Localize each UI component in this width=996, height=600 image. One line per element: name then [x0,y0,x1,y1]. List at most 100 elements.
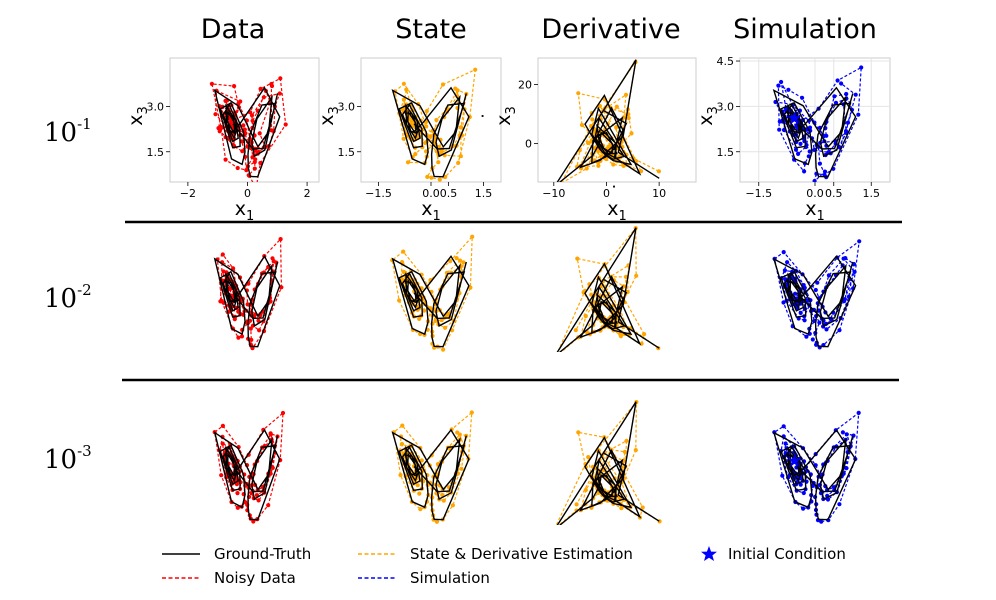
series-group [772,239,862,350]
series-line-ground-truth [391,86,470,178]
data-point [793,147,799,152]
data-point [622,449,628,454]
series-group [209,76,288,182]
data-point [220,252,225,257]
data-point [446,312,451,317]
data-point [458,125,464,130]
data-point [807,149,812,154]
data-point [812,178,817,182]
y-tick-label: 1.5 [717,146,735,159]
data-point [235,491,240,496]
data-point [779,79,784,85]
data-point [257,328,262,333]
data-point [277,91,282,96]
data-point [458,258,463,263]
data-point [611,162,616,167]
data-point [448,259,453,264]
x-axis-label-dot: ˙ [609,183,619,205]
data-point [813,287,818,293]
data-point [221,269,226,274]
data-point [596,163,601,168]
panel-state-row1: −1.5 0.0 0.5 1.5 1.5 3.0 x1 x3 [316,57,502,224]
data-point [239,139,244,144]
series-group [556,59,662,182]
data-point [453,86,458,91]
data-point [424,124,429,129]
data-point [257,131,262,136]
data-point [219,473,224,478]
data-point [245,302,250,307]
data-point [417,491,422,496]
data-point [231,266,236,271]
series-group [390,234,475,352]
data-point [270,256,275,261]
data-point [642,332,647,337]
data-point [434,117,439,123]
data-point [401,97,406,102]
data-point [450,503,455,508]
x-tick-label: −1.5 [365,187,392,200]
panel-derivative-row2 [553,226,661,359]
x-tick-label: 10 [652,187,666,200]
y-tick-label: 3.0 [338,100,356,113]
data-point [824,133,829,138]
data-point [798,482,803,487]
data-point [852,269,857,274]
data-point [576,91,581,96]
series-line-state [394,68,476,181]
data-point [844,91,849,97]
data-point [853,92,858,97]
x-tick-label: −2 [180,187,196,200]
data-point [441,347,446,352]
panel-state-row2 [390,234,475,352]
data-point [278,237,283,242]
data-point [415,483,420,488]
row-label-noise-1: 10-1 [44,115,92,148]
data-point [574,502,579,507]
data-point [817,161,823,166]
series-line-ground-truth [772,255,857,348]
data-point [425,174,430,179]
y-tick-label: 3.0 [717,100,735,113]
data-point [424,109,429,114]
data-point [240,149,245,154]
data-point [418,507,423,512]
data-point [583,487,588,493]
data-point [223,157,228,162]
data-point [785,260,790,265]
data-point [473,67,478,72]
data-point [810,337,815,342]
data-point [250,118,255,123]
data-point [798,141,803,146]
data-point [413,152,418,157]
data-point [553,355,557,359]
data-point [586,455,591,460]
data-point [278,76,283,81]
x-tick-label: 2 [304,187,311,200]
data-point [441,498,446,503]
y-tick-label: 4.5 [717,55,735,68]
data-point [614,104,619,109]
data-point [856,112,861,117]
data-point [624,438,629,443]
data-point [804,334,809,339]
data-point [455,430,460,435]
data-point [220,423,225,428]
data-point [634,273,639,278]
y-tick-label: 1.5 [147,146,165,159]
data-point [623,92,629,97]
data-point [235,165,240,171]
data-point [468,285,473,290]
data-point [815,280,820,285]
row-label-noise-2: 10-2 [44,281,92,314]
data-point [209,81,214,86]
series-line-ground-truth [213,254,281,348]
data-point [253,157,258,162]
x-tick-label: 0 [603,187,610,200]
data-point [640,505,645,510]
data-point [269,83,275,89]
data-point [579,122,585,128]
y-tick-label: 20 [518,79,532,92]
x-tick-label: 0.5 [440,187,458,200]
